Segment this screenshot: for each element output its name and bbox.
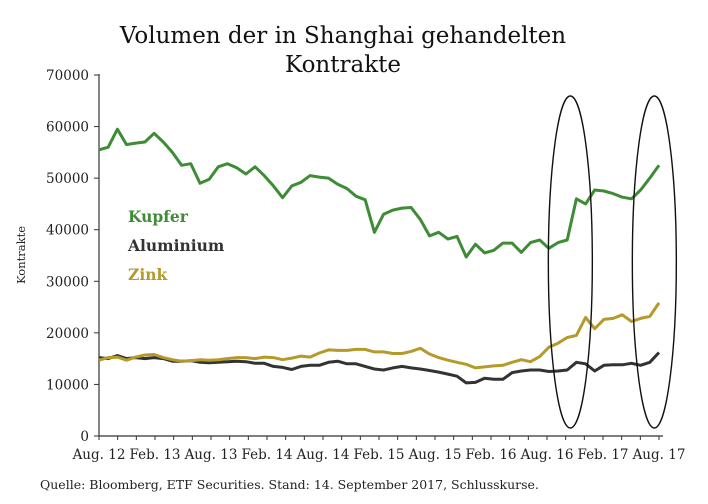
y-axis-label: Kontrakte xyxy=(14,226,28,284)
series-line-zink xyxy=(98,302,661,370)
highlight-ellipse xyxy=(631,95,678,429)
chart-title-line2: Kontrakte xyxy=(285,52,401,78)
x-tick-label: Feb. 17 xyxy=(577,447,628,463)
x-tick-label: Aug. 15 xyxy=(408,447,462,463)
series-line-kupfer xyxy=(98,127,661,259)
series-lines xyxy=(98,127,661,385)
x-tick-label: Aug. 13 xyxy=(184,447,238,463)
x-tick-label: Aug. 14 xyxy=(296,447,350,463)
x-tick-label: Aug. 16 xyxy=(520,447,574,463)
legend-zink: Zink xyxy=(128,265,167,284)
y-tick-label: 50000 xyxy=(46,171,89,187)
highlight-ellipse xyxy=(547,95,594,429)
x-tick-label: Aug. 17 xyxy=(632,447,686,463)
y-tick-label: 10000 xyxy=(46,377,89,393)
y-tick-label: 0 xyxy=(80,429,89,445)
legend-kupfer: Kupfer xyxy=(128,207,189,226)
x-tick-label: Feb. 16 xyxy=(465,447,516,463)
source-note: Quelle: Bloomberg, ETF Securities. Stand… xyxy=(40,477,539,492)
series-line-aluminium xyxy=(98,351,661,385)
axes xyxy=(98,74,663,437)
y-tick-label: 20000 xyxy=(46,326,89,342)
x-tick-label: Feb. 13 xyxy=(129,447,180,463)
y-tick-label: 40000 xyxy=(46,223,89,239)
x-tick-label: Feb. 15 xyxy=(353,447,404,463)
y-tick-label: 70000 xyxy=(46,68,89,84)
highlight-ellipses xyxy=(547,95,678,429)
x-tick-label: Feb. 14 xyxy=(241,447,292,463)
chart-title: Volumen der in Shanghai gehandelten xyxy=(119,23,566,49)
x-axis-ticks: Aug. 12 Feb. 13 Aug. 13 Feb. 14 Aug. 14 Feb. … xyxy=(72,436,686,463)
legend-aluminium: Aluminium xyxy=(127,236,225,255)
x-tick-label: Aug. 12 xyxy=(72,447,126,463)
y-axis-ticks: 0 10000 20000 30000 40000 50000 60000 70000 xyxy=(46,68,99,445)
y-tick-label: 30000 xyxy=(46,274,89,290)
y-tick-label: 60000 xyxy=(46,120,89,136)
